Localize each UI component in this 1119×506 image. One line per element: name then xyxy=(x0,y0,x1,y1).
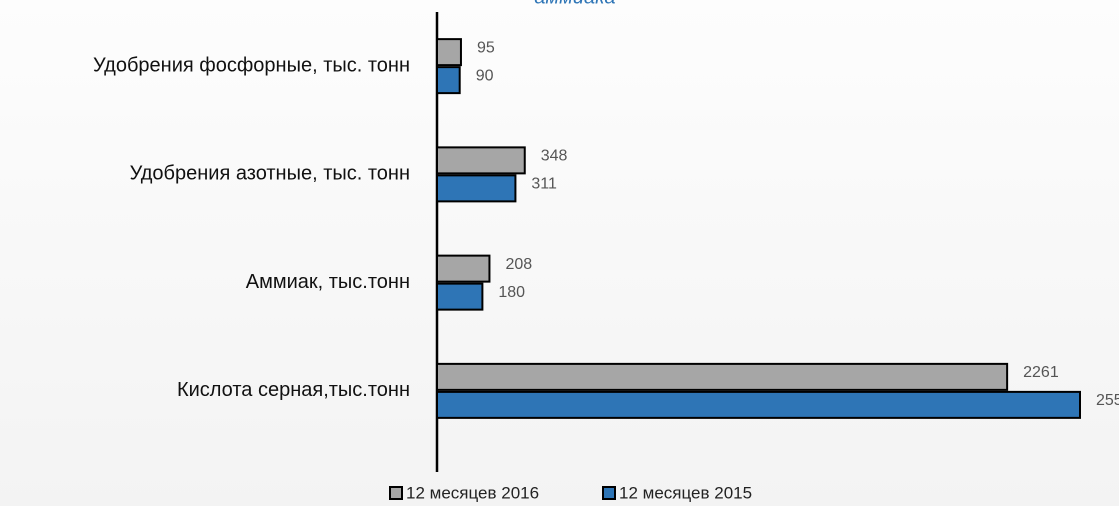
legend-swatch xyxy=(389,486,403,500)
bar xyxy=(436,390,1081,419)
category-label: Удобрения фосфорные, тыс. тонн xyxy=(93,54,410,76)
data-label: 311 xyxy=(531,176,557,193)
legend-label: 12 месяцев 2016 xyxy=(406,483,539,502)
data-label: 348 xyxy=(541,148,568,165)
bar xyxy=(436,38,462,67)
data-label: 180 xyxy=(498,284,525,301)
annotation: аммиака xyxy=(534,0,615,8)
data-label: 90 xyxy=(476,67,494,84)
bar xyxy=(436,174,517,203)
legend-swatch xyxy=(602,486,616,500)
data-label: 95 xyxy=(477,39,495,56)
data-label: 2550 xyxy=(1096,392,1119,409)
data-label: 2261 xyxy=(1023,364,1059,381)
bar xyxy=(436,66,461,95)
data-label: 208 xyxy=(505,256,532,273)
legend-label: 12 месяцев 2015 xyxy=(619,483,752,502)
category-label: Кислота серная,тыс.тонн xyxy=(177,379,410,401)
bar xyxy=(436,146,526,175)
category-label: Удобрения азотные, тыс. тонн xyxy=(130,163,410,185)
bar xyxy=(436,362,1009,391)
bar xyxy=(436,254,491,283)
bar xyxy=(436,282,484,311)
category-label: Аммиак, тыс.тонн xyxy=(246,271,410,293)
